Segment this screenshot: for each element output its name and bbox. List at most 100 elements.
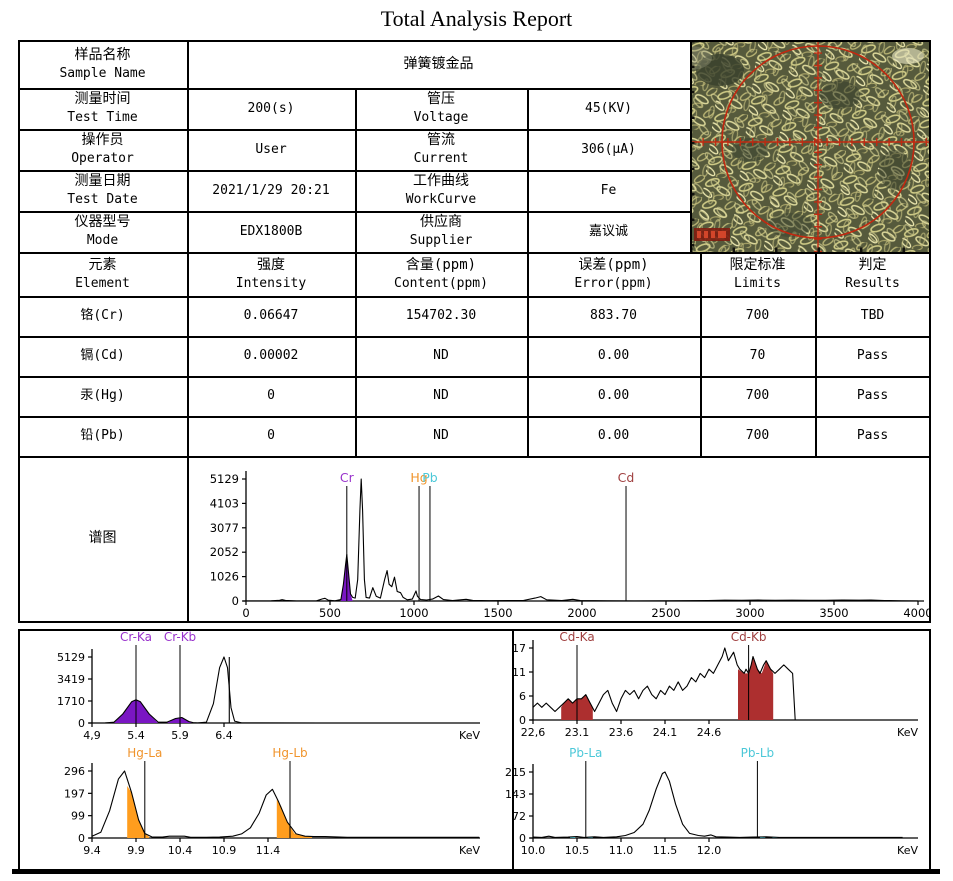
element-header-cell: 限定标准 Limits [700,252,815,296]
info-value: EDX1800B [239,223,303,239]
info-label-cn: 供应商 [420,214,462,231]
element-row-cell: 0.00 [527,376,700,416]
info-label-en: Voltage [413,110,469,126]
x-tick-label: 4000 [903,606,929,620]
info-value: Fe [600,182,617,198]
info-value: 嘉议诚 [588,223,628,239]
table-border-line [18,416,930,418]
element-value: 0.00 [597,428,630,444]
x-axis-unit-label: KeV [459,844,480,857]
shadow-patches [690,46,924,237]
x-tick-label: 10.0 [521,844,546,857]
info-label-cn: 仪器型号 [74,214,131,231]
element-value: 汞(Hg) [80,388,125,404]
table-border-line [18,40,20,623]
marker-label: Cd-Ka [559,630,594,644]
x-tick-label: 24.6 [697,726,722,739]
info-value-cell: User [187,129,355,170]
info-value: 45(KV) [585,100,632,116]
y-tick-label: 3077 [210,521,239,535]
marker-label: Pb-Lb [741,746,775,760]
info-label-cn: 测量日期 [74,173,131,190]
y-tick-label: 72 [512,810,526,823]
element-row-cell: Pass [815,376,930,416]
info-label-en: Test Date [67,192,138,208]
series-Hg-La-fill [127,785,150,838]
info-value: 2021/1/29 20:21 [212,182,330,198]
element-header-en: Intensity [235,275,307,291]
element-row-cell: 700 [700,416,815,456]
element-header-cn: 元素 [88,256,117,273]
y-tick-label: 4103 [210,496,239,510]
element-value: Pass [856,348,889,364]
element-row-cell: ND [355,376,527,416]
info-label-en: WorkCurve [405,192,477,208]
x-tick-label: 10.9 [212,844,237,857]
element-row-cell: 0.00 [527,416,700,456]
element-value: 0.00 [597,348,630,364]
element-row-cell: 镉(Cd) [18,336,187,376]
x-tick-label: 5.4 [127,729,145,742]
x-tick-label: 3500 [819,606,848,620]
y-tick-label: 5129 [210,472,239,486]
info-label-en: Current [413,151,469,167]
chart-cd: 17 11 6 022,6 23.1 23.6 24.1 24.6 KeV Cd-Ka Cd-Kb [512,630,918,739]
marker-label: Cr [340,470,355,485]
table-border-line [18,629,20,871]
element-row-cell: 铬(Cr) [18,296,187,336]
x-axis-unit-label: KeV [897,726,918,739]
element-value: 0 [267,428,275,444]
element-header-cn: 限定标准 [729,256,786,273]
table-border-line [18,621,930,623]
element-row-cell: ND [355,336,527,376]
info-label-cell: 管压 Voltage [355,88,527,129]
element-row-cell: 700 [700,296,815,336]
y-tick-label: 17 [512,642,526,655]
table-border-line [929,629,931,871]
x-tick-label: 0 [242,606,249,620]
element-header-en: Content(ppm) [394,275,488,291]
x-tick-label: 11.4 [256,844,281,857]
y-tick-label: 2052 [210,545,239,559]
y-tick-label: 5129 [57,651,85,664]
element-row-cell: 70 [700,336,815,376]
element-value: ND [433,348,449,364]
marker-label: Pb [422,470,438,485]
x-tick-label: 23.6 [609,726,634,739]
marker-label: Pb-La [569,746,602,760]
element-value: 0.06647 [243,308,299,324]
info-label-en: Operator [71,151,134,167]
series-Hg-Lb-fill [276,799,312,838]
info-value-cell: Fe [527,170,690,211]
y-tick-label: 1026 [210,570,239,584]
table-border-line [18,211,690,213]
x-axis-unit-label: KeV [459,729,480,742]
info-label-cell: 工作曲线 WorkCurve [355,170,527,211]
table-border-line [18,456,930,458]
y-tick-label: 99 [71,810,85,823]
x-tick-label: 2000 [567,606,596,620]
x-tick-label: 1500 [483,606,512,620]
element-header-cell: 元素 Element [18,252,187,296]
x-tick-label: 24.1 [653,726,678,739]
element-row-cell: Pass [815,416,930,456]
x-tick-label: 12.0 [697,844,722,857]
table-border-line [527,88,529,458]
element-value: 700 [745,308,770,324]
table-border-line [700,252,702,458]
element-value: Pass [856,428,889,444]
marker-label: Hg-Lb [272,746,307,760]
info-label-cell: 仪器型号 Mode [18,211,187,252]
x-tick-label: 23.1 [565,726,590,739]
element-row-cell: ND [355,416,527,456]
main-spectrum-chart: 5129 4103 3077 2052 1026 00 500 1000 1500 2000 250… [210,470,929,620]
element-header-cell: 含量(ppm) Content(ppm) [355,252,527,296]
y-tick-label: 11 [512,666,526,679]
y-tick-label: 0 [519,832,526,845]
element-value: Pass [856,388,889,404]
element-row-cell: 铅(Pb) [18,416,187,456]
element-value: 铅(Pb) [80,428,125,444]
element-row-cell: TBD [815,296,930,336]
scale-marker [694,228,730,241]
element-value: 铬(Cr) [80,308,125,324]
